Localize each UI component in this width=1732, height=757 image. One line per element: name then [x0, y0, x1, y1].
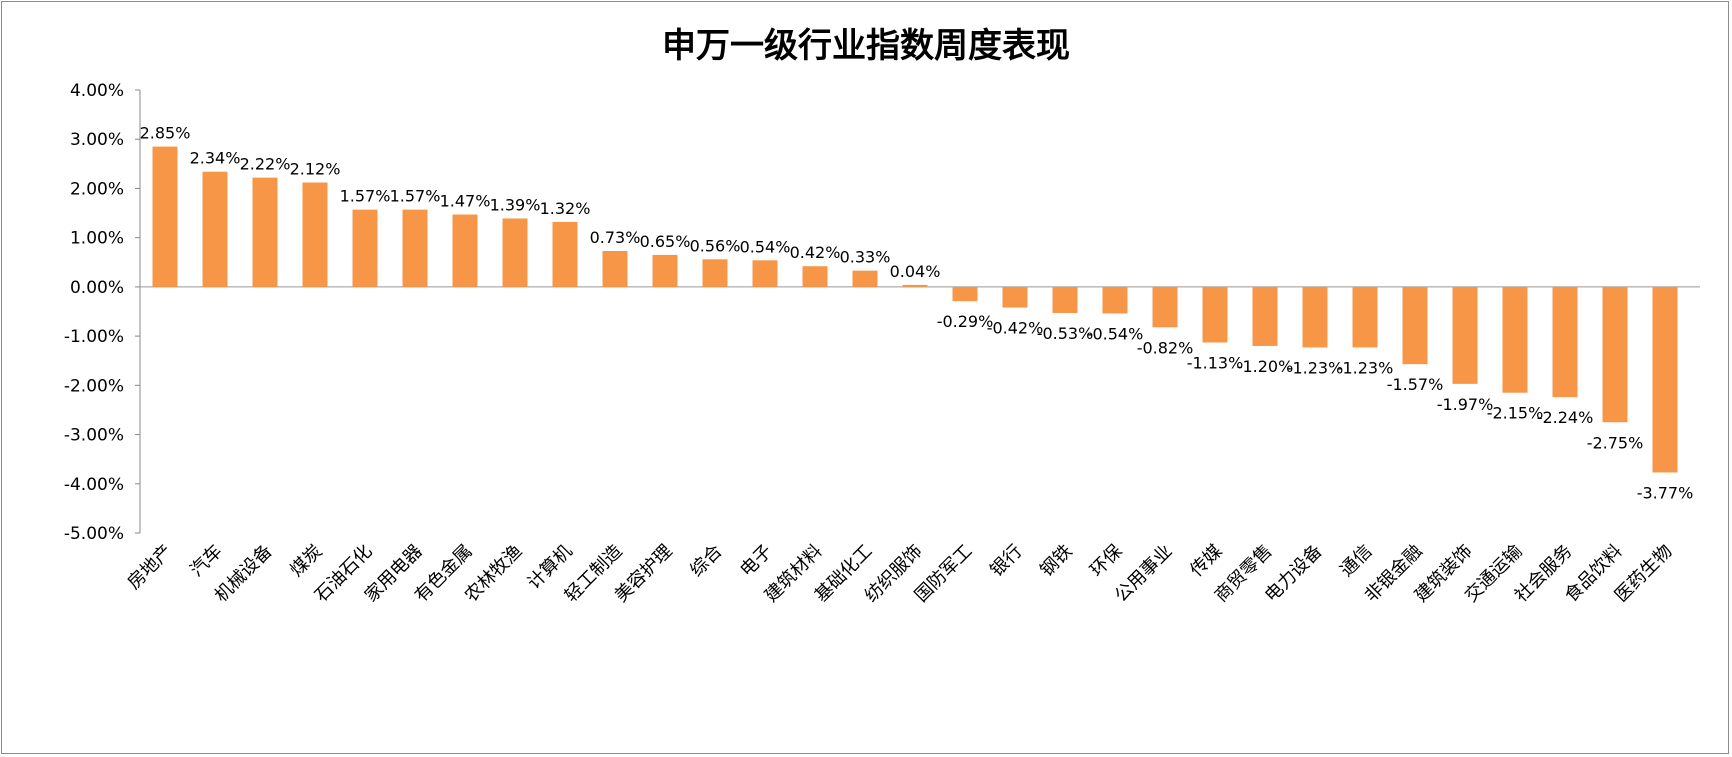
category-label: 银行: [986, 541, 1026, 581]
bar: [302, 182, 328, 287]
data-label: -1.13%: [1187, 354, 1244, 373]
data-label: 1.57%: [340, 187, 391, 206]
bar: [252, 177, 278, 287]
category-label: 煤炭: [286, 541, 326, 581]
data-label: 0.56%: [690, 236, 741, 255]
data-label: 2.12%: [290, 160, 341, 179]
data-label: -1.57%: [1387, 375, 1444, 394]
bar: [652, 254, 678, 287]
category-label: 综合: [686, 541, 726, 581]
category-label: 电子: [736, 541, 776, 581]
bar: [1202, 286, 1228, 343]
category-label: 汽车: [186, 541, 226, 581]
category-label: 环保: [1086, 541, 1126, 581]
bar: [1502, 286, 1528, 393]
bar: [1302, 286, 1328, 348]
data-label: 0.65%: [640, 232, 691, 251]
y-tick-label: -2.00%: [64, 376, 124, 396]
bar: [1252, 286, 1278, 346]
bar: [752, 260, 778, 287]
data-label: -0.53%: [1037, 324, 1094, 343]
bar: [552, 221, 578, 287]
data-label: 0.33%: [840, 248, 891, 267]
y-tick-label: 4.00%: [70, 81, 124, 101]
bar: [852, 270, 878, 287]
bar: [352, 209, 378, 287]
bars-group: [152, 146, 1678, 473]
data-label: 1.32%: [540, 199, 591, 218]
y-tick-label: 1.00%: [70, 229, 124, 249]
bar: [702, 259, 728, 287]
data-label: 1.47%: [440, 192, 491, 211]
y-tick-label: -3.00%: [64, 426, 124, 446]
bar: [402, 209, 428, 287]
y-tick-label: 2.00%: [70, 179, 124, 199]
category-label: 房地产: [124, 541, 177, 594]
bar: [1052, 286, 1078, 313]
y-axis: 4.00% 3.00% 2.00% 1.00% 0.00% -1.00% -2.00% -3.…: [64, 81, 141, 544]
data-label: -0.54%: [1087, 324, 1144, 343]
data-label: 2.34%: [190, 149, 241, 168]
data-label: -3.77%: [1637, 483, 1694, 502]
y-tick-label: -4.00%: [64, 475, 124, 495]
data-label: 0.04%: [890, 262, 941, 281]
bar: [1002, 286, 1028, 308]
bar: [902, 284, 928, 287]
data-label: 1.57%: [390, 187, 441, 206]
bar: [1352, 286, 1378, 348]
data-label: -1.23%: [1337, 358, 1394, 377]
chart-title: 申万一级行业指数周度表现: [662, 26, 1070, 66]
data-label: 0.54%: [740, 237, 791, 256]
bar: [452, 214, 478, 287]
data-label: -1.23%: [1287, 358, 1344, 377]
bar: [1402, 286, 1428, 365]
data-labels-group: 2.85%2.34% 2.22% 2.12%1.57% 1.57% 1.47% 1.39%…: [140, 124, 1694, 503]
bar: [202, 171, 228, 287]
bar: [1652, 286, 1678, 473]
category-label: 钢铁: [1036, 541, 1076, 581]
category-label: 通信: [1336, 541, 1376, 581]
bar: [1102, 286, 1128, 314]
y-tick-label: 0.00%: [70, 278, 124, 298]
bar: [1452, 286, 1478, 384]
data-label: -1.20%: [1237, 357, 1294, 376]
data-label: -1.97%: [1437, 395, 1494, 414]
data-label: 0.73%: [590, 228, 641, 247]
bar: [802, 266, 828, 287]
y-tick-label: -1.00%: [64, 327, 124, 347]
category-label: 传媒: [1186, 541, 1226, 581]
data-label: -2.15%: [1487, 404, 1544, 423]
data-label: -2.75%: [1587, 433, 1644, 452]
bar: [1552, 286, 1578, 398]
bar: [1152, 286, 1178, 328]
data-label: 2.85%: [140, 124, 191, 143]
data-label: -0.82%: [1137, 338, 1194, 357]
bar: [602, 250, 628, 287]
data-label: 0.42%: [790, 243, 841, 262]
data-label: -2.24%: [1537, 408, 1594, 427]
data-label: 2.22%: [240, 155, 291, 174]
y-tick-label: 3.00%: [70, 130, 124, 150]
bar: [952, 286, 978, 302]
y-tick-label: -5.00%: [64, 524, 124, 544]
bar: [152, 146, 178, 287]
data-label: -0.29%: [937, 312, 994, 331]
bar: [502, 218, 528, 287]
data-label: 1.39%: [490, 195, 541, 214]
data-label: -0.42%: [987, 319, 1044, 338]
bar: [1602, 286, 1628, 423]
